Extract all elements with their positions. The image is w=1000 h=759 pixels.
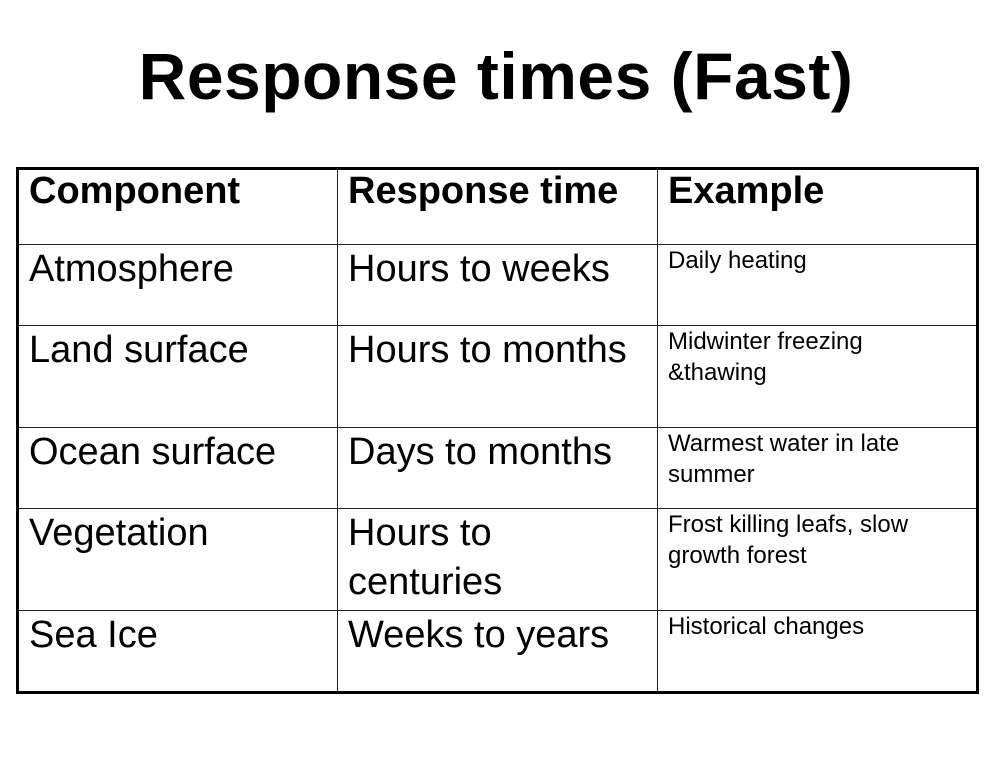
- cell-response-time: Hours to weeks: [337, 244, 658, 326]
- table-row: Land surface Hours to months Midwinter f…: [17, 325, 978, 428]
- cell-component: Atmosphere: [17, 244, 338, 326]
- table-row: Sea Ice Weeks to years Historical change…: [17, 610, 978, 693]
- column-header-component: Component: [17, 168, 338, 245]
- cell-example: Warmest water in late summer: [657, 427, 978, 509]
- cell-example: Midwinter freezing &thawing: [657, 325, 978, 428]
- response-times-table: Component Response time Example Atmosphe…: [16, 167, 979, 694]
- cell-example: Frost killing leafs, slow growth forest: [657, 508, 978, 611]
- page-title: Response times (Fast): [138, 39, 854, 113]
- table-row: Ocean surface Days to months Warmest wat…: [17, 427, 978, 509]
- cell-component: Land surface: [17, 325, 338, 428]
- cell-component: Ocean surface: [17, 427, 338, 509]
- cell-response-time: Hours to centuries: [337, 508, 658, 611]
- cell-example: Historical changes: [657, 610, 978, 693]
- cell-component: Vegetation: [17, 508, 338, 611]
- cell-example: Daily heating: [657, 244, 978, 326]
- cell-response-time: Hours to months: [337, 325, 658, 428]
- cell-response-time: Weeks to years: [337, 610, 658, 693]
- cell-response-time: Days to months: [337, 427, 658, 509]
- cell-component: Sea Ice: [17, 610, 338, 693]
- column-header-example: Example: [657, 168, 978, 245]
- table-header-row: Component Response time Example: [17, 168, 978, 245]
- column-header-response-time: Response time: [337, 168, 658, 245]
- table-row: Vegetation Hours to centuries Frost kill…: [17, 508, 978, 611]
- table-row: Atmosphere Hours to weeks Daily heating: [17, 244, 978, 326]
